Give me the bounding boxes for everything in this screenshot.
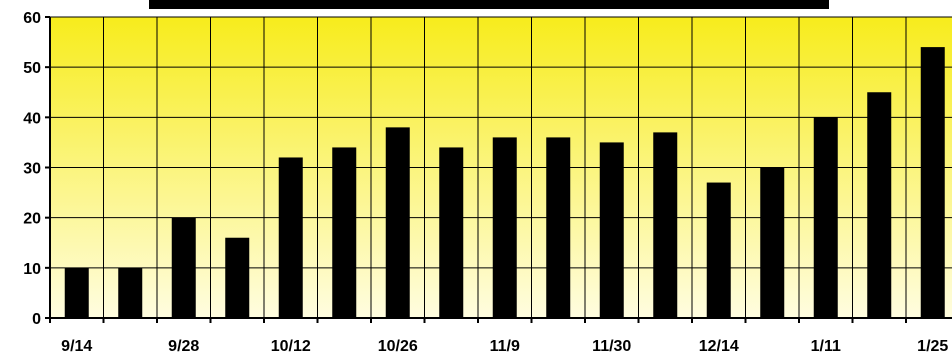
bar xyxy=(278,157,303,318)
x-tick-label: 10/26 xyxy=(378,338,418,355)
bar xyxy=(867,92,892,318)
bar xyxy=(760,167,785,318)
x-tick-label: 9/14 xyxy=(61,338,92,355)
bar xyxy=(653,132,678,318)
y-tick-label: 10 xyxy=(23,261,41,278)
y-tick-label: 30 xyxy=(23,161,41,178)
bar xyxy=(706,182,731,318)
bar xyxy=(118,267,143,318)
bar xyxy=(546,137,571,318)
x-tick-label: 10/12 xyxy=(271,338,311,355)
bar xyxy=(492,137,517,318)
y-tick-label: 60 xyxy=(23,10,41,27)
axes xyxy=(45,16,952,323)
x-tick-label: 11/30 xyxy=(592,338,631,355)
bars xyxy=(64,47,945,318)
x-tick-label: 1/11 xyxy=(811,338,841,355)
x-tick-label: 12/14 xyxy=(699,338,739,355)
bar xyxy=(920,47,945,318)
bar xyxy=(439,147,464,318)
y-tick-label: 0 xyxy=(32,311,41,328)
bar xyxy=(813,117,838,318)
y-tick-labels: 0 10 20 30 40 50 60 xyxy=(23,10,41,328)
y-tick-label: 50 xyxy=(23,60,41,77)
bar xyxy=(225,237,250,318)
bar xyxy=(171,217,196,318)
title-bar xyxy=(149,0,829,9)
x-tick-label: 11/9 xyxy=(490,338,520,355)
bar xyxy=(332,147,357,318)
y-tick-label: 40 xyxy=(23,110,41,127)
bar xyxy=(64,267,89,318)
bar xyxy=(385,127,410,318)
x-tick-label: 9/28 xyxy=(168,338,199,355)
y-tick-label: 20 xyxy=(23,211,41,228)
bar xyxy=(599,142,624,318)
x-tick-labels: 9/14 9/28 10/12 10/26 11/9 11/30 12/14 1/11 1/25 xyxy=(61,338,948,355)
x-tick-label: 1/25 xyxy=(917,338,948,355)
